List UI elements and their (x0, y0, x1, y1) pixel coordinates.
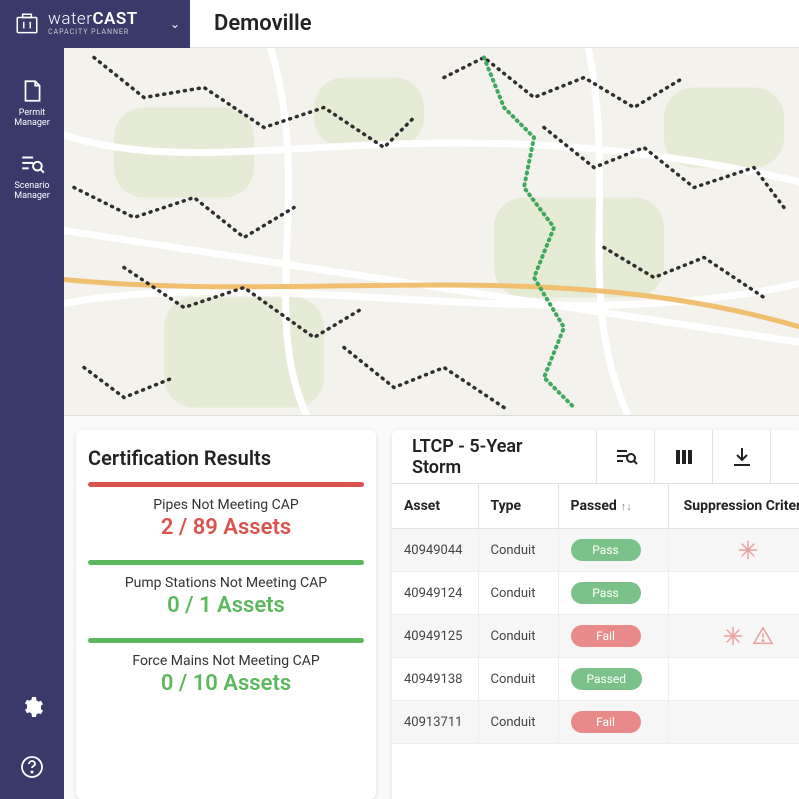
table-row[interactable]: 40949044 Conduit Pass (392, 529, 799, 572)
certification-bar (88, 638, 364, 643)
help-icon (20, 755, 44, 779)
cell-suppression (668, 615, 799, 658)
cell-type: Conduit (478, 658, 558, 701)
cell-passed: Pass (558, 572, 668, 615)
cell-type: Conduit (478, 572, 558, 615)
table-title: LTCP - 5-Year Storm (392, 430, 597, 483)
cell-type: Conduit (478, 615, 558, 658)
certification-title: Certification Results (88, 446, 364, 470)
table-header-row: Asset Type Passed↑↓ Suppression Criteria… (392, 484, 799, 529)
status-pill: Pass (571, 582, 641, 604)
gear-icon (20, 695, 44, 719)
th-type[interactable]: Type (478, 484, 558, 529)
document-icon (19, 78, 45, 104)
table-row[interactable]: 40949125 Conduit Fail (392, 615, 799, 658)
certification-block[interactable]: Pump Stations Not Meeting CAP 0 / 1 Asse… (88, 560, 364, 618)
cell-passed: Fail (558, 615, 668, 658)
more-button[interactable] (771, 430, 799, 483)
warning-icon (752, 625, 774, 647)
cell-suppression (668, 529, 799, 572)
top-header: waterCAST CAPACITY PLANNER ⌄ Demoville (0, 0, 799, 48)
table-row[interactable]: 40913711 Conduit Fail (392, 701, 799, 744)
certification-label: Pump Stations Not Meeting CAP (88, 575, 364, 591)
certification-value: 0 / 10 Assets (88, 671, 364, 696)
cell-type: Conduit (478, 529, 558, 572)
cell-asset: 40949125 (392, 615, 478, 658)
main-row: PermitManager ScenarioManager (0, 48, 799, 799)
cell-asset: 40949044 (392, 529, 478, 572)
scenario-icon (19, 151, 45, 177)
certification-block[interactable]: Pipes Not Meeting CAP 2 / 89 Assets (88, 482, 364, 540)
certification-label: Force Mains Not Meeting CAP (88, 653, 364, 669)
snowflake-icon (737, 539, 759, 561)
columns-button[interactable] (655, 430, 713, 483)
page-title: Demoville (190, 11, 312, 36)
status-pill: Passed (571, 668, 643, 690)
results-table: Asset Type Passed↑↓ Suppression Criteria… (392, 484, 799, 744)
th-passed[interactable]: Passed↑↓ (558, 484, 668, 529)
cell-type: Conduit (478, 701, 558, 744)
cell-passed: Passed (558, 658, 668, 701)
map-view[interactable] (64, 48, 799, 416)
certification-bar (88, 560, 364, 565)
table-row[interactable]: 40949138 Conduit Passed (392, 658, 799, 701)
sort-icon: ↑↓ (621, 500, 632, 513)
download-icon (730, 445, 754, 469)
brand-name-light: water (48, 9, 92, 29)
sidebar: PermitManager ScenarioManager (0, 48, 64, 799)
cell-passed: Pass (558, 529, 668, 572)
map-svg (64, 48, 799, 415)
status-pill: Fail (571, 711, 641, 733)
cell-suppression (668, 572, 799, 615)
chevron-down-icon: ⌄ (170, 17, 180, 31)
certification-block[interactable]: Force Mains Not Meeting CAP 0 / 10 Asset… (88, 638, 364, 696)
cell-asset: 40913711 (392, 701, 478, 744)
cell-asset: 40949124 (392, 572, 478, 615)
certification-card: Certification Results Pipes Not Meeting … (76, 430, 376, 799)
status-pill: Pass (571, 539, 641, 561)
snowflake-icon (722, 625, 744, 647)
certification-label: Pipes Not Meeting CAP (88, 497, 364, 513)
status-pill: Fail (571, 625, 641, 647)
certification-value: 0 / 1 Assets (88, 593, 364, 618)
columns-icon (672, 445, 696, 469)
sidebar-item-label: ScenarioManager (14, 181, 50, 202)
brand-text: waterCAST CAPACITY PLANNER (48, 11, 164, 36)
cell-suppression (668, 658, 799, 701)
certification-bar (88, 482, 364, 487)
brand-subtitle: CAPACITY PLANNER (48, 29, 164, 36)
cell-asset: 40949138 (392, 658, 478, 701)
sidebar-item-label: PermitManager (14, 108, 50, 129)
results-table-panel: LTCP - 5-Year Storm (392, 430, 799, 799)
help-button[interactable] (20, 739, 44, 799)
lower-panels: Certification Results Pipes Not Meeting … (64, 416, 799, 799)
filter-button[interactable] (597, 430, 655, 483)
brand-bar[interactable]: waterCAST CAPACITY PLANNER ⌄ (0, 0, 190, 48)
download-button[interactable] (713, 430, 771, 483)
content-column: Certification Results Pipes Not Meeting … (64, 48, 799, 799)
sidebar-item-scenario[interactable]: ScenarioManager (0, 141, 64, 214)
filter-search-icon (614, 445, 638, 469)
table-toolbar: LTCP - 5-Year Storm (392, 430, 799, 484)
th-asset[interactable]: Asset (392, 484, 478, 529)
table-row[interactable]: 40949124 Conduit Pass (392, 572, 799, 615)
th-suppression[interactable]: Suppression Criteria (668, 484, 799, 529)
certification-value: 2 / 89 Assets (88, 515, 364, 540)
cell-passed: Fail (558, 701, 668, 744)
sidebar-item-permit[interactable]: PermitManager (0, 68, 64, 141)
brand-logo-icon (14, 11, 40, 37)
cell-suppression (668, 701, 799, 744)
settings-button[interactable] (20, 679, 44, 739)
brand-name-bold: CAST (92, 9, 137, 29)
